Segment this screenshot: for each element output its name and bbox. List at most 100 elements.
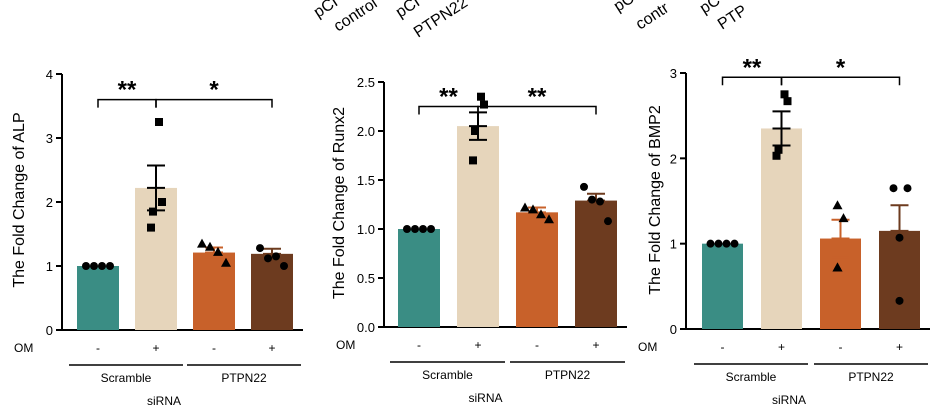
data-point — [536, 209, 546, 219]
om-label: OM — [14, 341, 33, 355]
data-point — [205, 241, 215, 251]
data-point — [149, 207, 157, 216]
data-point — [889, 184, 898, 193]
data-point — [147, 223, 155, 232]
y-tick-label: 2 — [670, 151, 677, 166]
bar — [457, 126, 499, 327]
significance-label: ** — [743, 54, 762, 81]
data-point — [272, 252, 280, 261]
y-tick-label: 2 — [46, 195, 53, 210]
data-point — [213, 246, 223, 256]
bar — [77, 266, 119, 330]
bar — [761, 128, 802, 329]
significance-bracket — [155, 98, 273, 108]
y-axis-title: The Fold Change of Runx2 — [331, 107, 348, 299]
data-point — [427, 225, 435, 233]
data-point — [256, 244, 264, 253]
data-point — [158, 198, 166, 206]
data-point — [90, 262, 98, 270]
om-sign: - — [839, 340, 843, 354]
om-sign: + — [268, 341, 275, 355]
x-axis-title: siRNA — [147, 394, 181, 406]
significance-bracket — [780, 76, 901, 86]
om-sign: + — [896, 340, 903, 354]
y-tick-label: 1 — [670, 237, 677, 252]
y-tick-label: 3 — [46, 131, 53, 146]
data-point — [477, 92, 485, 101]
bar — [516, 212, 558, 327]
panel1-header: pCI control pCI PTPN22 — [311, 0, 471, 41]
y-tick-label: 1.5 — [357, 173, 375, 188]
header-label: contr — [633, 0, 673, 33]
data-point — [528, 204, 538, 214]
data-point — [832, 200, 843, 210]
data-point — [469, 156, 477, 165]
om-label: OM — [336, 338, 355, 352]
om-sign: - — [535, 338, 539, 352]
y-tick-label: 4 — [46, 67, 53, 82]
bar — [398, 229, 440, 327]
header-label: pC — [697, 0, 723, 17]
y-tick-label: 1 — [46, 259, 53, 274]
significance-label: ** — [118, 77, 137, 104]
data-point — [197, 238, 207, 248]
om-sign: - — [417, 338, 421, 352]
om-sign: - — [212, 341, 216, 355]
data-point — [895, 233, 904, 242]
data-point — [596, 197, 604, 206]
om-sign: + — [592, 338, 599, 352]
group-label: Scramble — [101, 371, 152, 385]
data-point — [588, 195, 596, 204]
data-point — [832, 262, 843, 272]
x-axis-title: siRNA — [772, 393, 806, 406]
data-point — [419, 225, 427, 233]
y-tick-label: 2.5 — [357, 75, 375, 90]
om-sign: + — [778, 340, 785, 354]
data-point — [106, 262, 114, 270]
bar — [702, 243, 743, 329]
data-point — [838, 213, 849, 223]
data-point — [98, 262, 106, 270]
data-point — [730, 239, 739, 248]
data-point — [604, 217, 612, 226]
data-point — [403, 225, 411, 233]
data-point — [780, 90, 789, 99]
group-label: Scramble — [726, 370, 777, 384]
runx2-chart: 0.0 0.5 1.0 1.5 2.0 2.5 The Fold Change of Run… — [331, 75, 627, 405]
significance-label: * — [836, 54, 846, 81]
y-tick-label: 3 — [670, 66, 677, 81]
y-axis-title: The Fold Change of BMP2 — [647, 105, 664, 295]
y-tick-label: 2.0 — [357, 124, 375, 139]
om-sign: + — [152, 341, 159, 355]
data-point — [706, 239, 715, 248]
data-point — [580, 182, 588, 191]
header-label: pC — [611, 0, 637, 15]
y-tick-label: 0 — [670, 322, 677, 337]
data-point — [903, 184, 912, 193]
data-point — [544, 214, 554, 224]
significance-label: ** — [528, 84, 547, 111]
om-sign: - — [721, 340, 725, 354]
group-label: Scramble — [422, 368, 473, 382]
data-point — [411, 225, 419, 233]
significance-bracket — [477, 105, 597, 115]
panel3-header: pC contr pC PTP — [611, 0, 750, 33]
data-point — [221, 257, 231, 267]
group-label: PTPN22 — [545, 368, 591, 382]
significance-label: ** — [439, 84, 458, 111]
data-point — [82, 262, 90, 270]
om-label: OM — [638, 340, 657, 354]
data-point — [772, 151, 781, 160]
data-point — [714, 239, 723, 248]
data-point — [264, 254, 272, 263]
data-point — [783, 97, 792, 106]
data-point — [722, 239, 731, 248]
y-axis-title: The Fold Change of ALP — [11, 112, 28, 287]
header-label: pCI — [393, 0, 423, 21]
data-point — [520, 202, 530, 212]
om-sign: - — [96, 341, 100, 355]
data-point — [471, 127, 479, 135]
y-tick-label: 0 — [46, 323, 53, 338]
y-tick-label: 0.5 — [357, 271, 375, 286]
